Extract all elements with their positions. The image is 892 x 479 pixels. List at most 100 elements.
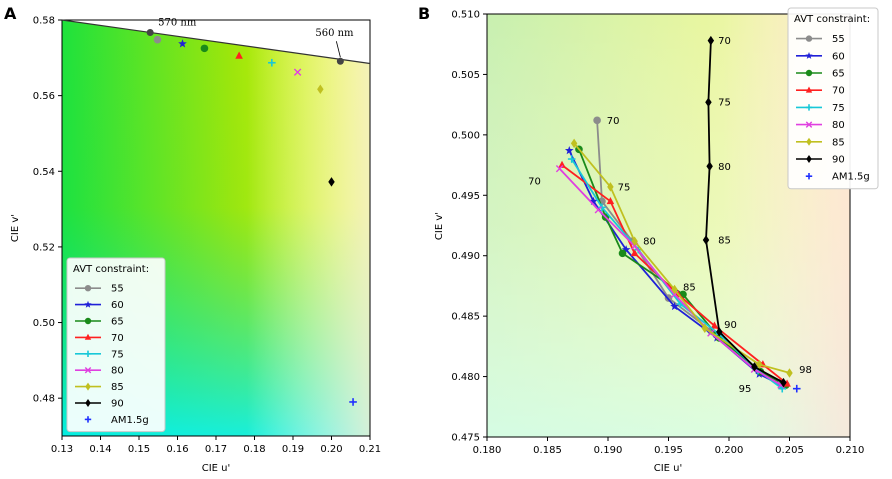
series-AM1.5g-point xyxy=(349,398,357,406)
spectral-locus-line xyxy=(61,19,371,65)
y-tick-label: 0.52 xyxy=(33,242,55,253)
legend-box xyxy=(66,257,166,433)
x-tick-label: 0.205 xyxy=(775,445,804,456)
x-tick-label: 0.20 xyxy=(320,444,342,455)
legend-label: 85 xyxy=(832,137,845,148)
series-70-point xyxy=(558,160,566,168)
series-85-point xyxy=(701,323,709,333)
legend-entry: 90 xyxy=(796,155,845,166)
avt-annotation: 70 xyxy=(528,176,541,187)
series-70-point xyxy=(710,321,719,329)
legend-entry: 55 xyxy=(75,284,124,295)
y-tick-label: 0.490 xyxy=(451,251,480,262)
legend-entry: AM1.5g xyxy=(805,172,870,183)
series-90-point xyxy=(707,35,715,46)
series-90-point xyxy=(751,362,758,372)
y-tick-label: 0.510 xyxy=(451,10,480,21)
series-90 xyxy=(702,35,787,388)
panel-b-plot: 0.180 0.185 0.190 0.195 0.200 0.205 0.210 0.475… xyxy=(451,7,879,456)
legend-title: AVT constraint: xyxy=(794,14,870,25)
series-85-point xyxy=(756,359,763,370)
series-70-point xyxy=(630,248,639,257)
avt-annotation: 90 xyxy=(724,320,737,331)
series-65-point xyxy=(618,249,627,258)
series-85-point xyxy=(786,368,793,378)
series-70-point xyxy=(235,51,243,59)
legend-entry: 85 xyxy=(796,137,845,148)
legend-entry: 60 xyxy=(75,300,124,311)
legend-marker xyxy=(806,155,812,163)
legend-marker xyxy=(805,69,813,77)
legend-label: 60 xyxy=(832,51,845,62)
avt-annotation: 95 xyxy=(739,384,752,395)
series-70-point xyxy=(783,379,791,387)
series-75-point xyxy=(567,155,576,163)
series-60-point xyxy=(178,39,187,48)
y-tick-label: 0.50 xyxy=(33,318,55,329)
series-55-point xyxy=(593,116,601,125)
legend-marker xyxy=(84,350,92,357)
y-tick-label: 0.495 xyxy=(451,191,480,202)
locus-point-leader xyxy=(335,41,341,58)
legend-entry: AM1.5g xyxy=(84,415,149,426)
legend-label: 70 xyxy=(111,333,124,344)
legend-marker xyxy=(805,104,813,111)
legend-label: 75 xyxy=(832,103,845,114)
series-55-point xyxy=(153,35,162,44)
y-tick-label: 0.505 xyxy=(451,70,480,81)
x-tick-label: 0.18 xyxy=(243,444,265,455)
series-AM1.5g xyxy=(792,384,801,393)
legend-label: 60 xyxy=(111,300,124,311)
series-90-point xyxy=(328,177,335,187)
y-tick-label: 0.500 xyxy=(451,130,480,141)
legend-entry: 65 xyxy=(796,69,845,80)
series-75-point xyxy=(598,203,606,212)
legend-marker xyxy=(84,317,92,325)
avt-annotation: 85 xyxy=(683,283,696,294)
panel-a-y-axis-label: CIE v' xyxy=(10,214,21,242)
legend-marker xyxy=(84,366,92,374)
legend-entry: 85 xyxy=(75,382,124,393)
x-tick-label: 0.200 xyxy=(715,445,744,456)
y-tick-label: 0.56 xyxy=(33,91,55,102)
legend-title: AVT constraint: xyxy=(73,264,149,275)
series-85-point xyxy=(671,284,678,295)
legend-marker xyxy=(84,416,92,423)
x-tick-label: 0.180 xyxy=(473,445,502,456)
locus-point-marker xyxy=(336,57,344,65)
legend-marker xyxy=(85,399,91,407)
locus-point-label: 560 nm xyxy=(315,28,354,39)
legend-label: 75 xyxy=(111,349,124,360)
panel-b-label: B xyxy=(418,4,430,23)
series-60-point xyxy=(621,245,631,254)
y-tick-label: 0.480 xyxy=(451,372,480,383)
legend-label: 55 xyxy=(832,34,845,45)
legend-marker xyxy=(805,35,813,42)
legend-label: AM1.5g xyxy=(832,172,870,183)
y-tick-label: 0.58 xyxy=(33,16,55,27)
x-tick-label: 0.13 xyxy=(51,444,73,455)
legend-label: 65 xyxy=(111,317,124,328)
series-85-point xyxy=(607,182,614,192)
avt-annotation: 85 xyxy=(718,236,731,247)
x-tick-label: 0.21 xyxy=(359,444,381,455)
legend-label: 85 xyxy=(111,382,124,393)
legend-entry: 70 xyxy=(796,86,845,97)
series-90-point xyxy=(706,161,713,172)
series-85-point xyxy=(570,138,578,149)
panel-a-plot: 0.13 0.14 0.15 0.16 0.17 0.18 0.19 0.20 0.21 0.48… xyxy=(33,16,381,456)
panel-a-x-axis-label: CIE u' xyxy=(202,463,231,474)
legend-entry: 90 xyxy=(75,399,124,410)
avt-annotation: 80 xyxy=(718,162,731,173)
series-80-point xyxy=(594,206,603,214)
series-90-point xyxy=(780,377,787,388)
legend-marker xyxy=(84,300,92,308)
avt-annotation: 75 xyxy=(618,182,631,193)
series-60-point xyxy=(589,196,598,206)
locus-point-label: 570 nm xyxy=(158,17,197,28)
x-tick-label: 0.210 xyxy=(836,445,865,456)
series-90-point xyxy=(705,97,712,107)
series-75-point xyxy=(268,58,276,67)
legend-marker xyxy=(85,382,91,391)
